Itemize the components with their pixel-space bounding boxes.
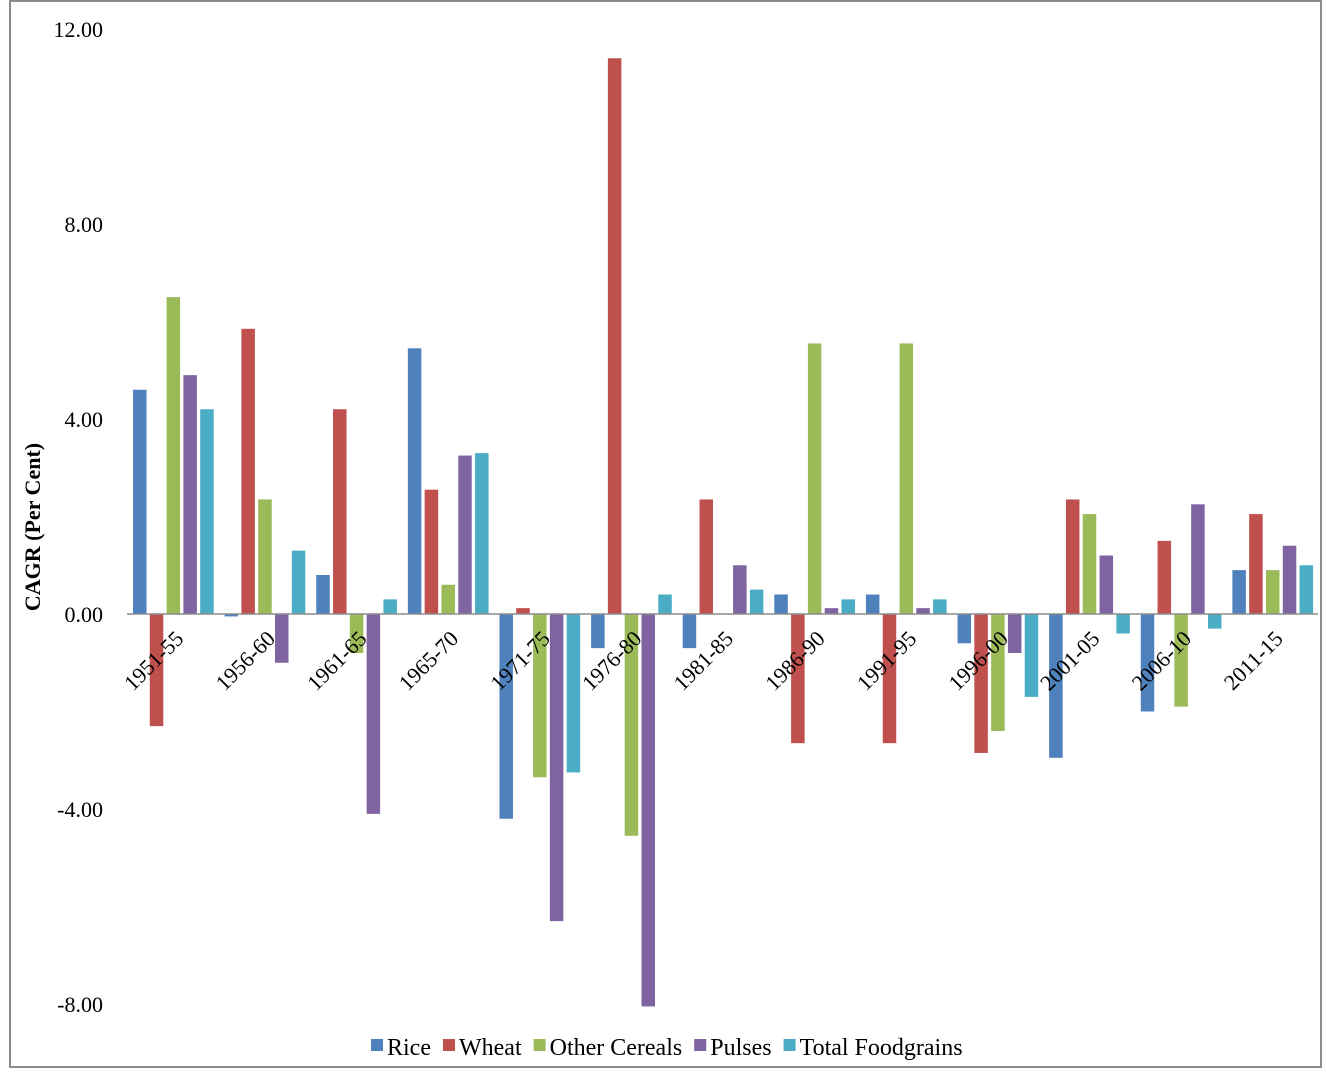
bar-rice-2006-10 xyxy=(1140,614,1155,712)
bar-other-cereals-1986-90 xyxy=(807,343,822,614)
bar-wheat-1965-70 xyxy=(424,489,439,614)
bar-pulses-1971-75 xyxy=(549,614,564,922)
bar-other-cereals-2006-10 xyxy=(1174,614,1188,707)
bar-rice-1951-55 xyxy=(133,389,147,614)
bar-pulses-1976-80 xyxy=(641,614,655,1007)
legend-label: Total Foodgrains xyxy=(800,1035,963,1061)
y-axis-ticks: -8.00 -4.00 0.00 4.00 8.00 12.00 xyxy=(54,17,104,1017)
bar-pulses-2001-05 xyxy=(1099,555,1114,614)
bar-wheat-2006-10 xyxy=(1157,540,1172,614)
bar-other-cereals-2001-05 xyxy=(1082,514,1097,614)
bar-total-foodgrains-1951-55 xyxy=(200,409,214,614)
bar-pulses-1961-65 xyxy=(366,614,381,814)
x-tick-label: 2011-15 xyxy=(1219,626,1288,695)
bar-total-foodgrains-1956-60 xyxy=(291,550,306,614)
bar-pulses-1991-95 xyxy=(916,608,930,614)
y-axis-title: CAGR (Per Cent) xyxy=(20,443,45,611)
bar-pulses-1951-55 xyxy=(183,375,197,614)
bar-total-foodgrains-1986-90 xyxy=(841,599,856,614)
bar-rice-1991-95 xyxy=(865,594,880,614)
legend-label: Wheat xyxy=(459,1035,522,1061)
bar-other-cereals-1956-60 xyxy=(258,499,272,614)
bar-wheat-1981-85 xyxy=(699,499,713,614)
x-tick-label: 1956-60 xyxy=(210,626,280,696)
bar-rice-1976-80 xyxy=(591,614,605,649)
bar-rice-2011-15 xyxy=(1232,570,1246,614)
bar-total-foodgrains-2011-15 xyxy=(1299,565,1314,614)
x-tick-label: 1961-65 xyxy=(302,626,372,696)
bar-wheat-2011-15 xyxy=(1249,514,1263,614)
bar-other-cereals-2011-15 xyxy=(1265,570,1280,614)
bar-pulses-1956-60 xyxy=(275,614,289,663)
bar-other-cereals-1991-95 xyxy=(899,343,914,614)
bar-pulses-2006-10 xyxy=(1191,504,1205,614)
bar-wheat-1986-90 xyxy=(791,614,805,744)
x-axis-ticks: 1951-55 1956-60 1961-65 1965-70 1971-75 1976-… xyxy=(119,626,1288,696)
bar-other-cereals-1971-75 xyxy=(533,614,547,778)
bar-rice-1996-00 xyxy=(957,614,972,644)
legend-swatch-rice xyxy=(371,1039,383,1051)
bar-rice-1961-65 xyxy=(316,575,330,614)
bar-wheat-1956-60 xyxy=(241,328,255,614)
legend-label: Rice xyxy=(387,1035,431,1061)
bar-total-foodgrains-1961-65 xyxy=(383,599,397,614)
bar-total-foodgrains-1991-95 xyxy=(933,599,947,614)
legend: Rice Wheat Other Cereals Pulses Total Foodgr… xyxy=(371,1035,963,1061)
legend-swatch-other-cereals xyxy=(533,1039,546,1051)
bar-pulses-2011-15 xyxy=(1282,545,1297,614)
legend-swatch-pulses xyxy=(694,1039,707,1051)
bar-total-foodgrains-2006-10 xyxy=(1207,614,1222,629)
bar-wheat-1951-55 xyxy=(149,614,164,727)
bar-total-foodgrains-1965-70 xyxy=(475,453,489,614)
bar-wheat-1976-80 xyxy=(607,58,622,614)
chart-frame xyxy=(9,0,1322,1068)
bar-pulses-1981-85 xyxy=(733,565,747,614)
bar-wheat-2001-05 xyxy=(1065,499,1080,614)
bar-rice-1956-60 xyxy=(224,614,239,617)
bar-wheat-1971-75 xyxy=(516,608,530,614)
bar-pulses-1996-00 xyxy=(1007,614,1022,653)
bar-rice-1981-85 xyxy=(682,614,697,649)
x-tick-label: 1965-70 xyxy=(394,626,464,696)
bar-other-cereals-1961-65 xyxy=(349,614,364,653)
y-tick-label: 0.00 xyxy=(65,602,104,627)
bar-other-cereals-1965-70 xyxy=(441,584,455,614)
legend-swatch-total-foodgrains xyxy=(783,1039,796,1051)
y-tick-label: -4.00 xyxy=(57,797,103,822)
bar-rice-1971-75 xyxy=(499,614,513,819)
bar-pulses-1986-90 xyxy=(824,608,839,614)
bar-wheat-1996-00 xyxy=(974,614,988,753)
bar-total-foodgrains-1976-80 xyxy=(658,594,672,614)
legend-label: Pulses xyxy=(710,1035,771,1061)
bar-total-foodgrains-1981-85 xyxy=(749,589,764,614)
bar-total-foodgrains-1996-00 xyxy=(1024,614,1039,697)
legend-swatch-wheat xyxy=(442,1039,455,1051)
bar-other-cereals-1951-55 xyxy=(166,297,181,614)
bar-wheat-1991-95 xyxy=(882,614,897,744)
x-tick-label: 1981-85 xyxy=(669,626,739,696)
bar-wheat-1961-65 xyxy=(333,409,347,614)
bar-other-cereals-1976-80 xyxy=(624,614,639,836)
y-tick-label: 8.00 xyxy=(65,212,104,237)
bar-total-foodgrains-2001-05 xyxy=(1116,614,1130,634)
bar-total-foodgrains-1971-75 xyxy=(566,614,581,773)
y-tick-label: 4.00 xyxy=(65,407,104,432)
y-tick-label: 12.00 xyxy=(54,17,104,42)
bars-layer xyxy=(133,58,1314,1007)
bar-rice-1965-70 xyxy=(407,348,422,614)
bar-rice-2001-05 xyxy=(1049,614,1063,758)
y-tick-label: -8.00 xyxy=(57,992,103,1017)
bar-pulses-1965-70 xyxy=(458,455,472,614)
legend-label: Other Cereals xyxy=(550,1035,683,1061)
bar-other-cereals-1996-00 xyxy=(991,614,1005,731)
x-tick-label: 2001-05 xyxy=(1035,626,1105,696)
bar-rice-1986-90 xyxy=(774,594,788,614)
